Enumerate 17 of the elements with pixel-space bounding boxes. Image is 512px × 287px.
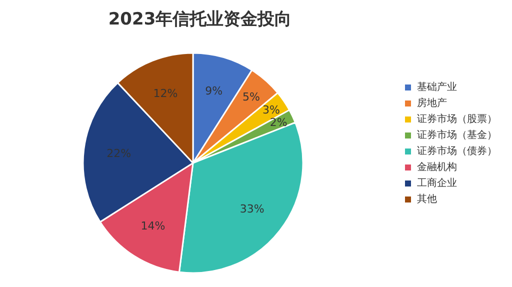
legend-label: 证券市场（股票） — [417, 113, 497, 125]
data-label: 12% — [153, 86, 178, 100]
legend-label: 其他 — [417, 193, 437, 205]
data-label: 14% — [140, 220, 166, 233]
data-label: 2% — [270, 116, 288, 130]
data-label: 22% — [106, 147, 132, 160]
legend-label: 工商企业 — [417, 177, 457, 189]
legend-label: 基础产业 — [417, 81, 457, 93]
legend-label: 房地产 — [417, 97, 447, 109]
data-label: 3% — [262, 103, 280, 116]
data-label: 9% — [205, 84, 223, 98]
chart-title: 2023年信托业资金投向 — [108, 10, 292, 30]
data-label: 5% — [242, 90, 260, 104]
legend-label: 证券市场（债券） — [417, 145, 497, 157]
legend-label: 金融机构 — [417, 161, 457, 173]
legend-label: 证券市场（基金） — [417, 129, 497, 141]
data-label: 33% — [240, 202, 264, 216]
